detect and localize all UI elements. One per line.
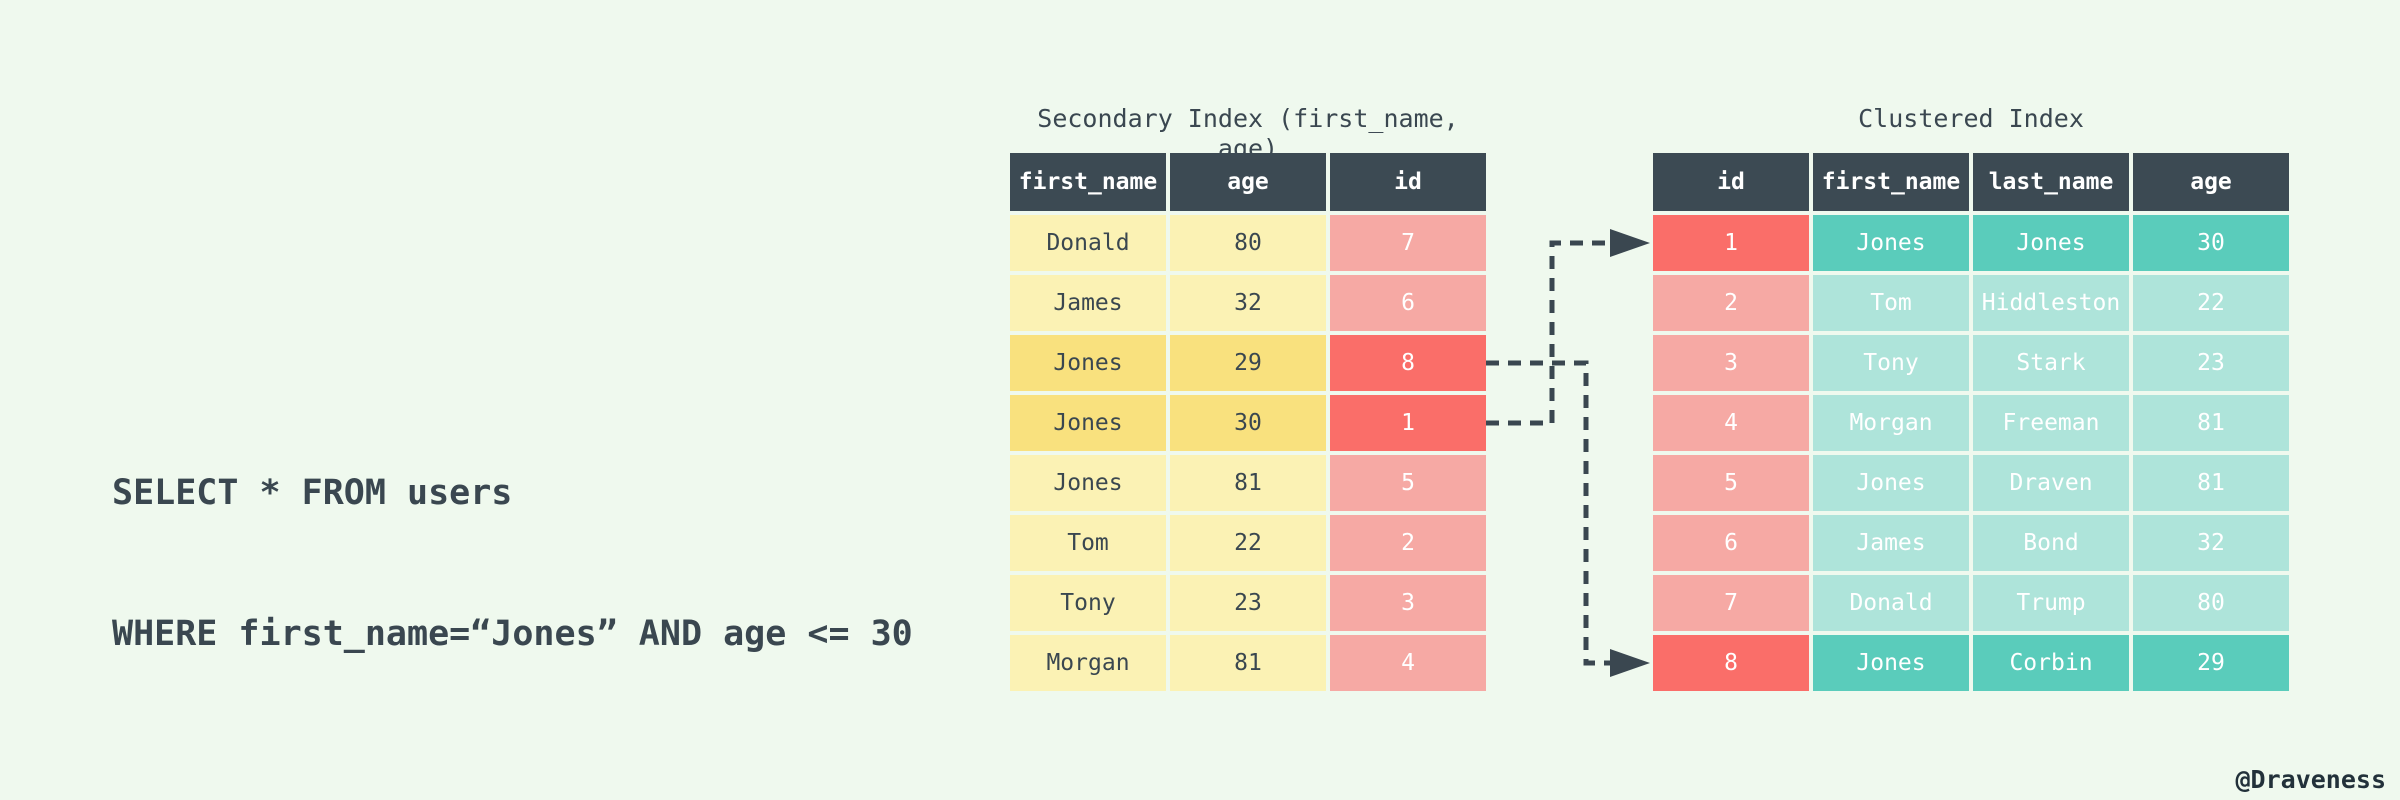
- cell-age: 81: [1170, 635, 1326, 691]
- cell-id: 3: [1653, 335, 1809, 391]
- cell-last-name: Draven: [1973, 455, 2129, 511]
- lookup-arrow-id8: [1486, 360, 1612, 666]
- arrowhead-id1: [1610, 229, 1650, 257]
- cell-age: 81: [1170, 455, 1326, 511]
- cell-first-name: Jones: [1010, 455, 1166, 511]
- sql-query: SELECT * FROM users WHERE first_name=“Jo…: [112, 376, 913, 752]
- cell-first-name: Jones: [1010, 395, 1166, 451]
- cell-id: 4: [1330, 635, 1486, 691]
- cell-id: 7: [1330, 215, 1486, 271]
- cell-last-name: Stark: [1973, 335, 2129, 391]
- cell-age: 23: [2133, 335, 2289, 391]
- cell-first-name: Donald: [1813, 575, 1969, 631]
- secondary-index-table: first_name age id Donald 80 7 James 32 6…: [1010, 153, 1486, 691]
- cell-age: 80: [2133, 575, 2289, 631]
- table-row: Donald 80 7: [1010, 215, 1486, 271]
- cell-last-name: Trump: [1973, 575, 2129, 631]
- table-row: Morgan 81 4: [1010, 635, 1486, 691]
- table-row: 3 Tony Stark 23: [1653, 335, 2289, 391]
- cell-age: 32: [2133, 515, 2289, 571]
- cell-age: 22: [1170, 515, 1326, 571]
- table-row: 4 Morgan Freeman 81: [1653, 395, 2289, 451]
- cell-last-name: Freeman: [1973, 395, 2129, 451]
- table-row: Tom 22 2: [1010, 515, 1486, 571]
- column-header-id: id: [1330, 153, 1486, 211]
- cell-first-name: Donald: [1010, 215, 1166, 271]
- table-row: 1 Jones Jones 30: [1653, 215, 2289, 271]
- watermark: @Draveness: [2235, 765, 2386, 794]
- sql-query-line-1: SELECT * FROM users: [112, 473, 513, 513]
- table-row: James 32 6: [1010, 275, 1486, 331]
- column-header-id: id: [1653, 153, 1809, 211]
- cell-first-name: James: [1010, 275, 1166, 331]
- cell-id: 3: [1330, 575, 1486, 631]
- cell-first-name: Jones: [1813, 635, 1969, 691]
- cell-age: 32: [1170, 275, 1326, 331]
- table-row: Jones 81 5: [1010, 455, 1486, 511]
- cell-age: 30: [1170, 395, 1326, 451]
- lookup-arrow-id1: [1486, 240, 1612, 426]
- column-header-first-name: first_name: [1010, 153, 1166, 211]
- cell-id: 2: [1330, 515, 1486, 571]
- cell-first-name: Jones: [1813, 215, 1969, 271]
- cell-first-name: Tony: [1010, 575, 1166, 631]
- table-row: 8 Jones Corbin 29: [1653, 635, 2289, 691]
- cell-id: 4: [1653, 395, 1809, 451]
- secondary-index-title: Secondary Index (first_name, age): [1037, 104, 1459, 163]
- cell-id: 6: [1653, 515, 1809, 571]
- table-row: Tony 23 3: [1010, 575, 1486, 631]
- secondary-header-row: first_name age id: [1010, 153, 1486, 211]
- cell-id: 5: [1653, 455, 1809, 511]
- cell-first-name: Tom: [1813, 275, 1969, 331]
- table-row: 7 Donald Trump 80: [1653, 575, 2289, 631]
- table-row: Jones 29 8: [1010, 335, 1486, 391]
- cell-id: 2: [1653, 275, 1809, 331]
- cell-age: 29: [1170, 335, 1326, 391]
- table-row: 2 Tom Hiddleston 22: [1653, 275, 2289, 331]
- cell-id: 8: [1330, 335, 1486, 391]
- cell-age: 22: [2133, 275, 2289, 331]
- cell-age: 81: [2133, 455, 2289, 511]
- cell-first-name: Jones: [1813, 455, 1969, 511]
- cell-id: 6: [1330, 275, 1486, 331]
- table-row: Jones 30 1: [1010, 395, 1486, 451]
- clustered-header-row: id first_name last_name age: [1653, 153, 2289, 211]
- cell-id: 1: [1330, 395, 1486, 451]
- cell-id: 5: [1330, 455, 1486, 511]
- cell-last-name: Jones: [1973, 215, 2129, 271]
- clustered-index-table: id first_name last_name age 1 Jones Jone…: [1653, 153, 2289, 691]
- column-header-last-name: last_name: [1973, 153, 2129, 211]
- column-header-first-name: first_name: [1813, 153, 1969, 211]
- clustered-index-title: Clustered Index: [1858, 104, 2084, 133]
- cell-age: 81: [2133, 395, 2289, 451]
- cell-first-name: Morgan: [1813, 395, 1969, 451]
- cell-id: 8: [1653, 635, 1809, 691]
- cell-first-name: James: [1813, 515, 1969, 571]
- cell-age: 80: [1170, 215, 1326, 271]
- table-row: 5 Jones Draven 81: [1653, 455, 2289, 511]
- cell-age: 29: [2133, 635, 2289, 691]
- cell-last-name: Corbin: [1973, 635, 2129, 691]
- table-row: 6 James Bond 32: [1653, 515, 2289, 571]
- cell-age: 23: [1170, 575, 1326, 631]
- column-header-age: age: [1170, 153, 1326, 211]
- cell-first-name: Tom: [1010, 515, 1166, 571]
- arrowhead-id8: [1610, 649, 1650, 677]
- cell-last-name: Hiddleston: [1973, 275, 2129, 331]
- sql-query-line-2: WHERE first_name=“Jones” AND age <= 30: [112, 614, 913, 654]
- cell-id: 7: [1653, 575, 1809, 631]
- cell-last-name: Bond: [1973, 515, 2129, 571]
- cell-age: 30: [2133, 215, 2289, 271]
- cell-first-name: Tony: [1813, 335, 1969, 391]
- column-header-age: age: [2133, 153, 2289, 211]
- cell-first-name: Morgan: [1010, 635, 1166, 691]
- cell-id: 1: [1653, 215, 1809, 271]
- cell-first-name: Jones: [1010, 335, 1166, 391]
